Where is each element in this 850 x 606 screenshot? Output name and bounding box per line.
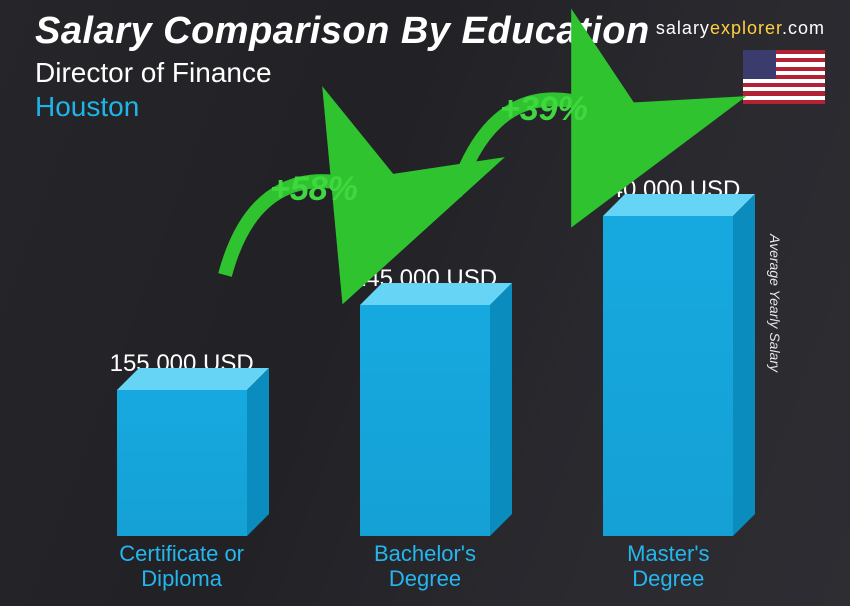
increase-label: +39% — [500, 90, 588, 129]
increase-arrows — [0, 0, 850, 606]
increase-label: +58% — [270, 170, 358, 209]
